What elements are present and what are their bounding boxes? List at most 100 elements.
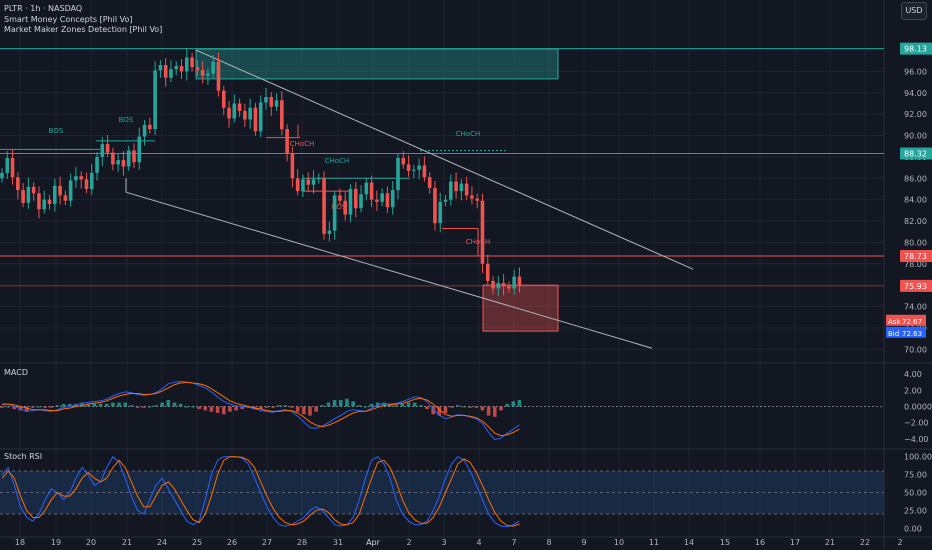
candle-body <box>343 200 347 215</box>
trendline-lower <box>125 191 653 349</box>
stoch-rsi-d-line <box>1 456 520 527</box>
candle-body <box>31 186 36 194</box>
macd-histogram-bar <box>425 406 429 410</box>
macd-histogram-bar <box>117 402 121 407</box>
candle-body <box>438 201 443 224</box>
macd-histogram-bar <box>283 405 288 407</box>
macd-histogram-bar <box>258 406 263 410</box>
macd-histogram-bar <box>178 403 183 407</box>
structure-label: CHoCH <box>290 140 315 148</box>
currency-button[interactable]: USD <box>901 2 927 20</box>
macd-histogram-bar <box>135 406 140 408</box>
macd-histogram-bar <box>37 406 41 408</box>
macd-histogram-bar <box>462 406 466 408</box>
macd-histogram-bar <box>480 406 485 411</box>
macd-histogram-bar <box>265 406 269 408</box>
candle-body <box>348 188 353 215</box>
x-tick-label: 15 <box>720 538 730 547</box>
y-tick-label: 96.00 <box>904 67 927 76</box>
x-tick-label: 2 <box>406 538 411 547</box>
macd-title: MACD <box>4 368 28 377</box>
candle-body <box>105 144 110 153</box>
x-tick-label: 10 <box>614 538 624 547</box>
macd-histogram-bar <box>394 405 399 407</box>
y-tick-label: 84.00 <box>904 196 927 205</box>
candle-body <box>443 199 448 202</box>
macd-histogram-bar <box>357 405 362 407</box>
macd-histogram-bar <box>209 406 214 412</box>
macd-histogram-bar <box>431 406 435 415</box>
x-tick-label: 31 <box>333 538 343 547</box>
macd-histogram-bar <box>443 406 448 413</box>
macd-histogram-bar <box>86 403 91 407</box>
candle-body <box>353 188 358 209</box>
price-label-box <box>900 279 932 292</box>
candle-body <box>111 152 115 165</box>
candle-body <box>10 157 15 178</box>
macd-histogram-bar <box>332 400 337 407</box>
candle-body <box>359 194 363 209</box>
macd-histogram-bar <box>49 406 54 408</box>
macd-histogram-bar <box>449 406 454 408</box>
candle-body <box>464 183 469 196</box>
x-tick-label: 7 <box>511 538 516 547</box>
price-label-box <box>900 147 932 160</box>
macd-histogram-bar <box>474 406 479 408</box>
x-tick-label: 25 <box>192 538 202 547</box>
candle-body <box>0 172 4 179</box>
macd-histogram-bar <box>302 406 306 415</box>
candle-body <box>332 195 337 231</box>
price-label-box <box>900 42 932 55</box>
macd-histogram-bar <box>141 406 146 408</box>
candle-body <box>100 144 105 157</box>
candle-body <box>53 185 57 204</box>
y-tick-label: 74.00 <box>904 303 927 312</box>
candle-body <box>470 195 474 199</box>
candle-body <box>206 73 210 76</box>
macd-histogram-bar <box>308 406 312 416</box>
macd-histogram-bar <box>369 403 374 407</box>
macd-histogram-bar <box>468 406 472 408</box>
x-tick-label: 21 <box>122 538 132 547</box>
x-tick-label: 24 <box>157 538 167 547</box>
candle-body <box>16 177 20 191</box>
macd-histogram-bar <box>234 406 238 411</box>
candle-body <box>5 157 10 173</box>
candle-body <box>285 129 289 154</box>
x-tick-label: 8 <box>546 538 551 547</box>
candle-body <box>422 165 427 178</box>
indicator-legend-smc: Smart Money Concepts [Phil Vo] <box>4 15 133 24</box>
candle-body <box>95 156 99 173</box>
candle-body <box>311 179 316 185</box>
candle-body <box>243 110 247 120</box>
x-tick-label: 27 <box>262 538 272 547</box>
candle-body <box>227 107 231 119</box>
candle-body <box>190 57 194 68</box>
macd-histogram-bar <box>419 405 423 407</box>
candle-body <box>126 150 131 167</box>
price-label-box <box>900 250 932 263</box>
candle-body <box>137 136 142 163</box>
candle-body <box>290 153 295 179</box>
candle-body <box>169 69 173 78</box>
price-label-text: 75.93 <box>904 282 927 291</box>
macd-histogram-bar <box>412 402 417 407</box>
candle-body <box>264 97 268 103</box>
price-label-text: 98.13 <box>904 45 927 54</box>
macd-histogram-bar <box>221 406 226 415</box>
macd-histogram-bar <box>123 402 127 407</box>
candle-body <box>322 178 326 234</box>
price-label-text: 88.32 <box>904 149 927 158</box>
candle-body <box>417 165 421 170</box>
macd-histogram-bar <box>252 406 257 408</box>
macd-histogram-bar <box>499 406 503 411</box>
candle-body <box>454 181 458 192</box>
macd-histogram-bar <box>185 406 189 408</box>
candle-body <box>412 169 416 171</box>
macd-y-tick: 2.00 <box>904 386 922 395</box>
candle-body <box>142 124 147 137</box>
candle-body <box>517 276 522 286</box>
x-tick-label: 17 <box>790 538 800 547</box>
macd-histogram-bar <box>31 406 35 408</box>
